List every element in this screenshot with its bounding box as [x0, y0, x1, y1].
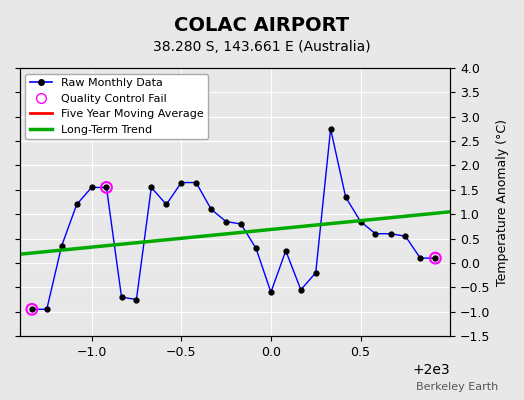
Text: Berkeley Earth: Berkeley Earth	[416, 382, 498, 392]
Legend: Raw Monthly Data, Quality Control Fail, Five Year Moving Average, Long-Term Tren: Raw Monthly Data, Quality Control Fail, …	[26, 74, 208, 139]
Point	[102, 184, 111, 191]
Text: 38.280 S, 143.661 E (Australia): 38.280 S, 143.661 E (Australia)	[153, 40, 371, 54]
Y-axis label: Temperature Anomaly (°C): Temperature Anomaly (°C)	[496, 118, 509, 286]
Point	[28, 306, 36, 312]
Point	[431, 255, 440, 261]
Text: COLAC AIRPORT: COLAC AIRPORT	[174, 16, 350, 35]
